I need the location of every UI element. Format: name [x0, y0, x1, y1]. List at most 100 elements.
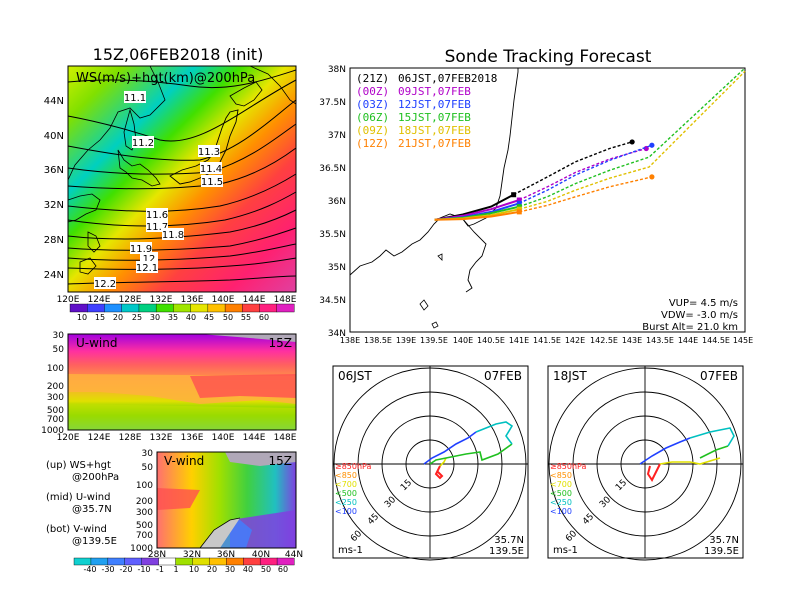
- ws-map-label: WS(m/s)+hgt(km)@200hPa: [76, 71, 255, 86]
- colorbar-swatch: [124, 557, 143, 566]
- pressure-tick: 50: [53, 345, 65, 355]
- legend-line: @139.5E: [72, 536, 117, 547]
- pressure-tick: 200: [136, 497, 153, 507]
- lon-tick-label: 139E: [396, 336, 416, 345]
- colorbar-swatch: [209, 557, 227, 566]
- colorbar-tick: 55: [241, 313, 251, 322]
- colorbar-tick: 20: [113, 313, 123, 322]
- lat-tick-label: 36N: [44, 165, 64, 176]
- lat-tick-label: 24N: [44, 270, 64, 281]
- hodograph-panel-18jst: [547, 365, 744, 561]
- colorbar-tick: 10: [189, 565, 199, 574]
- legend-time: 15JST,07FEB: [398, 111, 471, 124]
- track-burst-marker: [511, 192, 517, 198]
- contour-label: 12.1: [136, 263, 158, 274]
- contour-label: 12.2: [94, 279, 116, 290]
- lon-tick-label: 128E: [119, 433, 142, 443]
- track-landing-point: [629, 139, 635, 145]
- contour-label: 11.2: [132, 138, 154, 149]
- colorbar-tick: 10: [77, 313, 87, 322]
- lon-tick-label: 142.5E: [590, 336, 618, 345]
- legend-line: @200hPa: [72, 472, 119, 483]
- contour-label: 11.1: [124, 93, 146, 104]
- track-line-dashed: [519, 147, 647, 201]
- pressure-tick: 500: [47, 406, 64, 416]
- colorbar-swatch: [121, 303, 140, 313]
- param-vdw: VDW= -3.0 m/s: [661, 310, 738, 321]
- pressure-tick: 500: [136, 521, 153, 531]
- lat-tick-label: 28N: [148, 550, 166, 560]
- legend-line: (bot) V-wind: [46, 524, 107, 535]
- colorbar-tick: 60: [259, 313, 269, 322]
- ws-map-lat-axis: 44N 40N 36N 32N 28N 24N: [44, 96, 64, 281]
- colorbar-top-ticks: 10 15 20 25 30 35 40 45 50 55 60: [77, 313, 269, 322]
- lon-tick-label: 141E: [509, 336, 529, 345]
- uwind-label: U-wind: [76, 336, 117, 350]
- right-title: Sonde Tracking Forecast: [445, 47, 652, 67]
- vwind-time: 15Z: [269, 454, 293, 468]
- colorbar-swatch: [207, 303, 226, 313]
- level-label: <500: [550, 489, 572, 498]
- colorbar-tick: -40: [83, 565, 96, 574]
- lon-tick-label: 136E: [181, 295, 204, 305]
- lon-tick-label: 132E: [150, 295, 173, 305]
- legend-zulu: (09Z): [356, 124, 389, 137]
- pressure-tick: 100: [136, 481, 153, 491]
- lon-tick-label: 144E: [678, 336, 698, 345]
- colorbar-top: [69, 303, 295, 313]
- colorbar-tick: 40: [186, 313, 196, 322]
- lon-tick-label: 144E: [243, 295, 266, 305]
- track-lines: [434, 67, 746, 221]
- hodograph-panel-06jst: [332, 365, 529, 561]
- track-line-solid: [434, 210, 520, 221]
- lon-tick-label: 148E: [274, 433, 297, 443]
- track-burst-marker: [516, 204, 522, 210]
- hodo1-date: 07FEB: [484, 369, 522, 383]
- track-line-dashed: [513, 141, 633, 196]
- colorbar-tick: 25: [132, 313, 142, 322]
- lat-tick-label: 34.5N: [319, 296, 346, 306]
- colorbar-swatch: [90, 557, 109, 566]
- level-label: <100: [335, 507, 357, 516]
- legend-time: 12JST,07FEB: [398, 98, 471, 111]
- colorbar-swatch: [190, 303, 209, 313]
- colorbar-swatch: [69, 303, 88, 313]
- lat-tick-label: 32N: [183, 550, 201, 560]
- track-lat-axis: 38N 37.5N 37N 36.5N 36N 35.5N 35N 34.5N …: [319, 65, 346, 339]
- lat-tick-label: 35N: [328, 263, 346, 273]
- uwind-time: 15Z: [269, 336, 293, 350]
- pressure-tick: 50: [142, 463, 154, 473]
- colorbar-tick: 50: [223, 313, 233, 322]
- vwind-lat-axis: 28N 32N 36N 40N 44N: [148, 550, 303, 560]
- left-title: 15Z,06FEB2018 (init): [93, 45, 264, 64]
- legend-time: 09JST,07FEB: [398, 85, 471, 98]
- colorbar-swatch: [243, 557, 261, 566]
- lon-tick-label: 145E: [733, 336, 753, 345]
- lat-tick-label: 44N: [285, 550, 303, 560]
- colorbar-swatch: [175, 557, 193, 566]
- legend-line: (mid) U-wind: [46, 492, 110, 503]
- lat-tick-label: 35.5N: [319, 230, 346, 240]
- level-label: <700: [335, 480, 357, 489]
- track-burst-marker: [516, 206, 522, 212]
- level-label: <500: [335, 489, 357, 498]
- legend-zulu: (12Z): [356, 137, 389, 150]
- lon-tick-label: 136E: [181, 433, 204, 443]
- lon-tick-label: 138.5E: [364, 336, 392, 345]
- track-lon-axis: 138E 138.5E 139E 139.5E 140E 140.5E 141E…: [340, 336, 753, 345]
- colorbar-swatch: [259, 557, 278, 566]
- colorbar-tick: -1: [156, 565, 164, 574]
- contour-label: 11.4: [200, 164, 222, 175]
- hodo1-unit: ms-1: [338, 545, 363, 556]
- colorbar-tick: 20: [207, 565, 217, 574]
- colorbar-swatch: [138, 303, 157, 313]
- lon-tick-label: 120E: [57, 433, 80, 443]
- lat-tick-label: 28N: [44, 235, 64, 246]
- contour-label-group: 11.1 11.2 11.3 11.4 11.5 11.6 11.7 11.8 …: [94, 91, 223, 290]
- colorbar-swatch: [226, 557, 244, 566]
- legend-time: 18JST,07FEB: [398, 124, 471, 137]
- colorbar-swatch: [242, 303, 261, 313]
- colorbar-swatch: [87, 303, 105, 313]
- track-burst-marker: [516, 200, 522, 206]
